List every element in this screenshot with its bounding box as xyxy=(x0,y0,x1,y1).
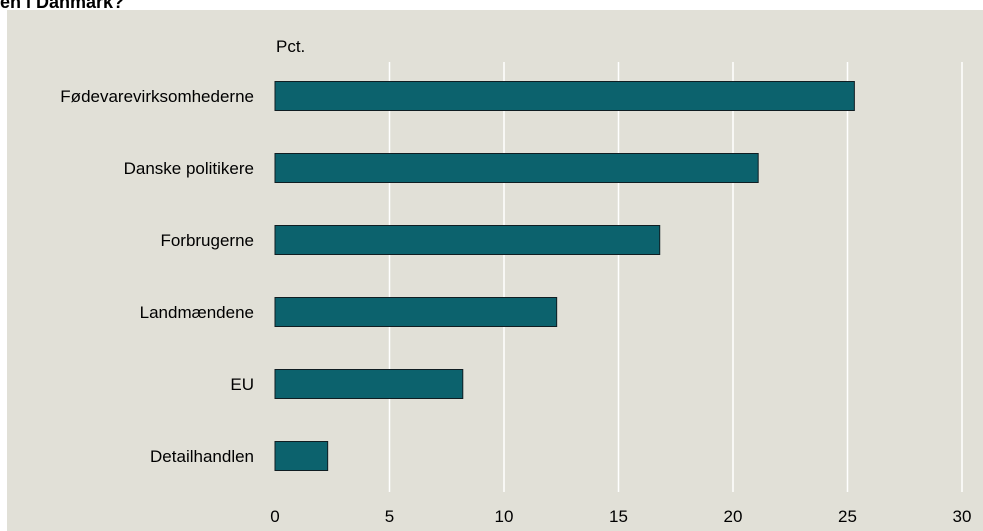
category-label: Forbrugerne xyxy=(160,231,254,250)
category-label: Fødevarevirksomhederne xyxy=(60,87,254,106)
category-labels: Fødevarevirksomhederne Danske politikere F… xyxy=(60,87,254,466)
x-tick-label: 0 xyxy=(270,507,279,526)
bar xyxy=(274,153,759,183)
bar xyxy=(274,369,464,399)
x-tick-label: 5 xyxy=(385,507,394,526)
x-tick-label: 20 xyxy=(724,507,743,526)
bar xyxy=(274,81,855,111)
page-title: en i Danmark? xyxy=(0,0,125,12)
x-tick-label: 10 xyxy=(495,507,514,526)
bar xyxy=(274,297,558,327)
unit-label: Pct. xyxy=(276,37,305,56)
bar xyxy=(274,441,329,471)
bar xyxy=(274,225,661,255)
grid-lines xyxy=(388,62,963,492)
x-tick-labels: 0 5 10 15 20 25 30 xyxy=(270,507,971,526)
category-label: EU xyxy=(230,375,254,394)
x-tick-label: 30 xyxy=(953,507,972,526)
x-tick-label: 25 xyxy=(838,507,857,526)
x-tick-label: 15 xyxy=(609,507,628,526)
category-label: Detailhandlen xyxy=(150,447,254,466)
category-label: Landmændene xyxy=(140,303,254,322)
bars xyxy=(274,81,855,471)
category-label: Danske politikere xyxy=(124,159,254,178)
